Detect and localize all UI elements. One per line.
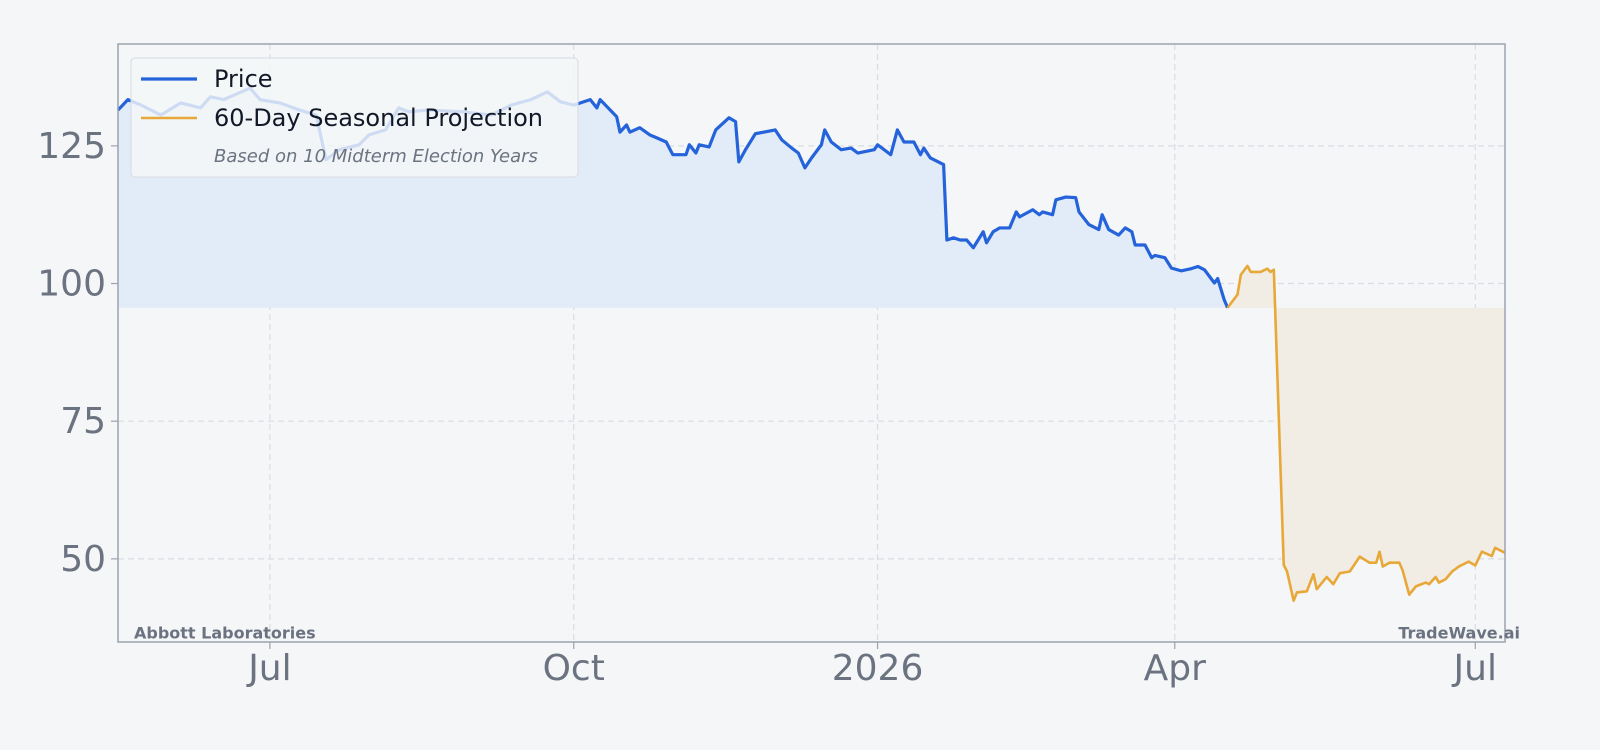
plot-frame xyxy=(117,43,1506,643)
series-area xyxy=(1227,265,1505,601)
legend-box xyxy=(130,57,579,178)
x-tick-label: Apr xyxy=(1144,648,1206,689)
x-tick-label: Jul xyxy=(246,648,291,689)
x-tick-label: Oct xyxy=(543,648,605,689)
plot: 50 75 100 125 Jul Oct 2026 Apr Jul Price 60-Day Se… xyxy=(37,43,1506,689)
legend-note: Based on 10 Midterm Election Years xyxy=(214,146,538,167)
x-tick-label: 2026 xyxy=(832,648,924,689)
legend-label: 60-Day Seasonal Projection xyxy=(214,104,543,132)
legend-label: Price xyxy=(214,65,273,93)
y-tick-label: 125 xyxy=(37,126,106,167)
brand-label: TradeWave.ai xyxy=(1398,624,1520,643)
y-tick-label: 75 xyxy=(60,401,106,442)
y-tick-label: 100 xyxy=(37,264,106,305)
series-line xyxy=(1226,264,1506,603)
x-tick-label: Jul xyxy=(1452,648,1497,689)
y-tick-label: 50 xyxy=(60,539,106,580)
legend: Price 60-Day Seasonal Projection Based on … xyxy=(130,57,579,178)
source-label: Abbott Laboratories xyxy=(134,624,316,643)
